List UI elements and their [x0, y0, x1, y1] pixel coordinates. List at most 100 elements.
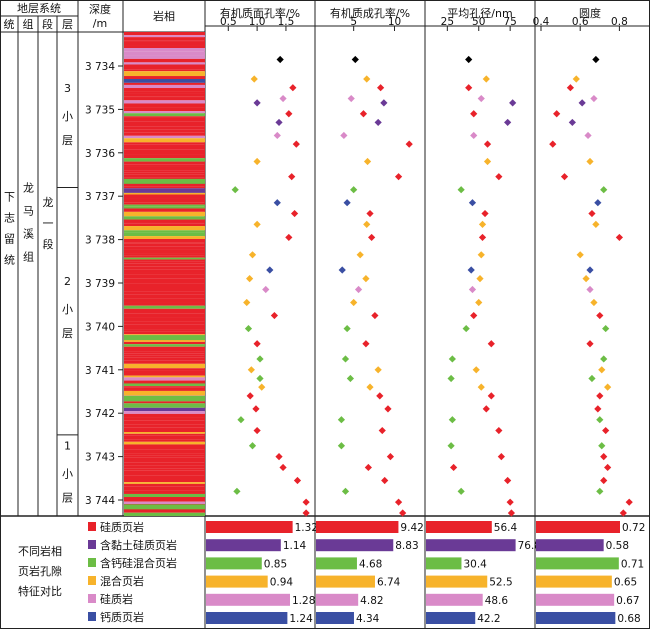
data-point: [507, 509, 516, 517]
lithofacies-band: [124, 512, 205, 516]
data-point: [247, 366, 255, 374]
summary-bar: [206, 539, 281, 552]
summary-bar: [316, 539, 394, 552]
data-point: [468, 199, 477, 207]
data-point: [566, 84, 574, 92]
lithofacies-band: [124, 84, 205, 89]
summary-bar: [206, 593, 290, 606]
lithofacies-band: [124, 424, 205, 428]
lithofacies-band: [124, 35, 205, 38]
lithofacies-band: [124, 321, 205, 325]
panel-title: 有机质面孔率/%: [220, 6, 300, 20]
lithofacies-band: [124, 116, 205, 118]
lithofacies-band: [124, 483, 205, 487]
lithofacies-band: [124, 329, 205, 332]
lithofacies-band: [124, 490, 205, 494]
data-point: [590, 298, 598, 307]
summary-label-line1: 不同岩相: [18, 544, 62, 558]
lithofacies-band: [124, 386, 205, 388]
data-point: [363, 157, 372, 166]
data-point: [364, 463, 372, 472]
lithofacies-band: [124, 357, 205, 361]
data-point: [450, 463, 458, 472]
member-name: 龙一段: [41, 196, 54, 259]
lithofacies-band: [124, 208, 205, 212]
lithofacies-band: [124, 341, 205, 345]
data-point: [588, 374, 596, 383]
data-point: [250, 75, 258, 83]
data-point: [468, 285, 477, 294]
lithofacies-band: [124, 351, 205, 354]
data-point: [504, 118, 512, 127]
data-point: [578, 99, 586, 107]
data-point: [457, 487, 465, 495]
lithofacies-band: [124, 113, 205, 117]
data-point: [619, 509, 627, 517]
legend-swatch: [88, 540, 96, 549]
summary-value: 0.94: [270, 577, 294, 589]
lithofacies-band: [124, 439, 205, 442]
data-point: [470, 110, 478, 118]
data-point: [246, 275, 254, 283]
lithofacies-band: [124, 317, 205, 322]
lithofacies-band: [124, 170, 205, 173]
panel-title: 圆度: [579, 6, 601, 20]
data-point: [467, 266, 475, 274]
x-tick-label: 50: [472, 16, 485, 28]
summary-value: 4.68: [359, 558, 382, 570]
lithofacies-band: [124, 413, 205, 418]
data-point: [560, 173, 569, 181]
summary-value: 0.68: [617, 613, 640, 625]
summary-bar: [206, 521, 293, 533]
sublayer-number: 1: [64, 439, 71, 452]
lithofacies-band: [124, 346, 205, 352]
lithofacies-band: [124, 444, 205, 450]
data-point: [302, 498, 310, 506]
lithofacies-band: [124, 164, 205, 167]
lithofacies-band: [124, 501, 205, 504]
lithofacies-band: [124, 45, 205, 49]
data-point: [586, 157, 594, 166]
summary-bar: [536, 521, 620, 533]
legend-label: 钙质页岩: [100, 610, 144, 624]
lithofacies-band: [124, 161, 205, 165]
depth-tick-label: 3 743: [85, 452, 115, 464]
lithofacies-band: [124, 206, 205, 209]
lithofacies-column: [124, 32, 205, 516]
data-point: [477, 94, 485, 103]
lithofacies-band: [124, 427, 205, 433]
lithofacies-band: [124, 177, 205, 180]
data-point: [604, 463, 612, 472]
summary-value: 76.8: [518, 540, 541, 552]
data-point: [576, 251, 584, 259]
lithofacies-band: [124, 154, 205, 159]
data-point: [457, 186, 465, 194]
lithofacies-band: [124, 470, 205, 476]
legend-label: 含钙硅混合页岩: [100, 556, 177, 570]
lithofacies-band: [124, 188, 205, 193]
data-point: [596, 392, 604, 400]
lithofacies-label: 岩相: [153, 9, 175, 23]
summary-value: 0.85: [264, 558, 287, 570]
strat-system-label: 地层系统: [17, 2, 61, 15]
data-point: [343, 324, 351, 333]
depth-tick-label: 3 735: [85, 104, 115, 116]
data-point: [384, 405, 392, 413]
data-point: [338, 266, 346, 274]
lithofacies-band: [124, 457, 205, 463]
lithofacies-band: [124, 455, 205, 458]
summary-bar: [536, 575, 612, 588]
summary-value: 0.65: [614, 577, 637, 589]
legend-label: 混合页岩: [100, 574, 144, 588]
data-point: [273, 199, 281, 207]
data-point: [482, 405, 490, 413]
summary-bar: [536, 557, 619, 570]
data-point: [448, 416, 456, 424]
data-point: [588, 209, 596, 218]
data-point: [394, 498, 403, 506]
sublayer-label: 层: [62, 491, 73, 504]
lithofacies-band: [124, 504, 205, 510]
data-point: [292, 140, 300, 148]
